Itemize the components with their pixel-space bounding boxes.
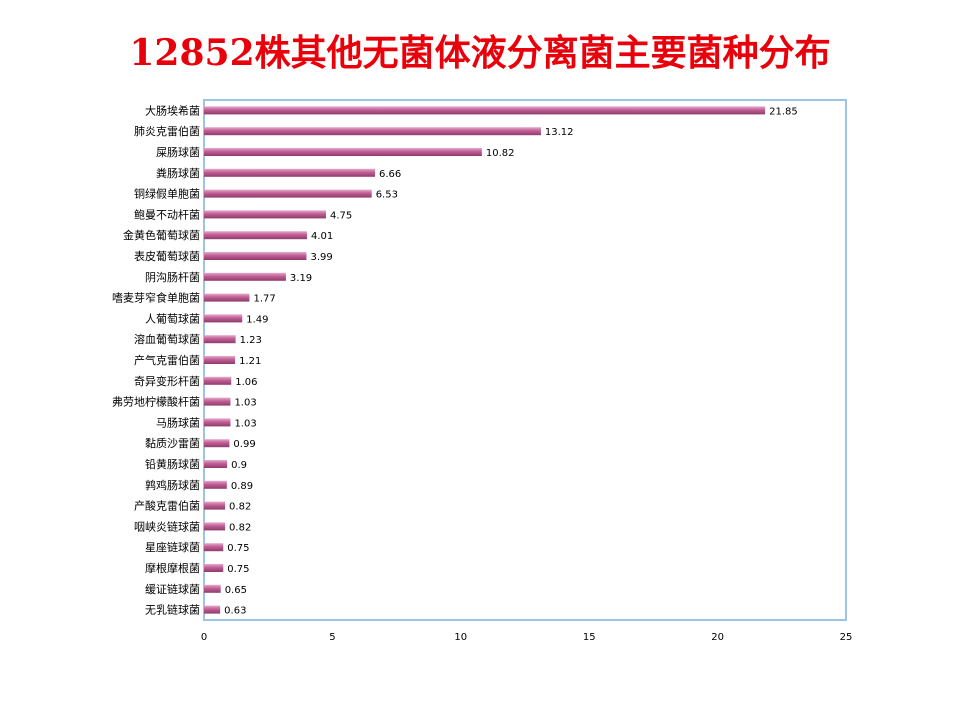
data-label: 1.23 bbox=[240, 335, 262, 346]
bar bbox=[204, 418, 231, 427]
bar bbox=[204, 543, 224, 552]
bar bbox=[204, 356, 236, 364]
bar bbox=[204, 106, 766, 115]
category-label: 产气克雷伯菌 bbox=[134, 353, 200, 367]
category-label: 溶血葡萄球菌 bbox=[134, 332, 200, 346]
bar bbox=[204, 272, 286, 281]
bar bbox=[204, 210, 326, 219]
category-label: 无乳链球菌 bbox=[145, 603, 200, 617]
bar bbox=[204, 439, 230, 448]
category-label: 粪肠球菌 bbox=[156, 166, 200, 180]
category-label: 产酸克雷伯菌 bbox=[134, 499, 200, 513]
bar bbox=[204, 335, 236, 344]
bar bbox=[204, 293, 250, 302]
data-label: 21.85 bbox=[769, 106, 798, 117]
x-tick-label: 5 bbox=[329, 632, 335, 643]
data-label: 0.89 bbox=[231, 481, 253, 492]
bar bbox=[204, 252, 307, 260]
data-label: 4.01 bbox=[311, 231, 333, 242]
category-label: 缓证链球菌 bbox=[145, 582, 200, 596]
category-label: 弗劳地柠檬酸杆菌 bbox=[112, 395, 200, 409]
bar bbox=[204, 397, 231, 406]
data-label: 0.75 bbox=[227, 543, 249, 554]
bar bbox=[204, 460, 228, 468]
data-label: 0.63 bbox=[224, 606, 246, 617]
category-label: 表皮葡萄球菌 bbox=[134, 249, 200, 263]
category-label: 人葡萄球菌 bbox=[145, 311, 200, 325]
category-label: 鹑鸡肠球菌 bbox=[145, 478, 200, 492]
bar bbox=[204, 522, 226, 531]
data-label: 13.12 bbox=[545, 127, 574, 138]
category-label: 屎肠球菌 bbox=[156, 145, 200, 159]
category-label: 黏质沙雷菌 bbox=[145, 436, 200, 450]
bar bbox=[204, 501, 226, 510]
x-tick-label: 25 bbox=[840, 632, 853, 643]
bar bbox=[204, 584, 221, 593]
bar bbox=[204, 168, 376, 177]
data-label: 0.82 bbox=[229, 502, 251, 513]
category-label: 马肠球菌 bbox=[156, 415, 200, 429]
data-label: 0.65 bbox=[225, 585, 247, 596]
x-tick-label: 10 bbox=[454, 632, 467, 643]
category-label: 嗜麦芽窄食单胞菌 bbox=[112, 291, 200, 305]
category-label: 鲍曼不动杆菌 bbox=[134, 207, 200, 221]
bar bbox=[204, 376, 232, 385]
plot-frame bbox=[203, 99, 847, 621]
category-label: 阴沟肠杆菌 bbox=[145, 270, 200, 284]
bar bbox=[204, 314, 243, 323]
x-tick-label: 15 bbox=[583, 632, 596, 643]
bar bbox=[204, 148, 482, 156]
data-label: 6.53 bbox=[376, 190, 398, 201]
data-label: 1.21 bbox=[239, 356, 261, 367]
data-label: 3.99 bbox=[310, 252, 332, 263]
chart-title: 12852株其他无菌体液分离菌主要菌种分布 bbox=[129, 32, 831, 74]
data-label: 3.19 bbox=[290, 273, 312, 284]
x-tick-label: 20 bbox=[711, 632, 724, 643]
data-label: 0.99 bbox=[233, 439, 255, 450]
bar bbox=[204, 127, 541, 136]
data-label: 1.03 bbox=[234, 418, 256, 429]
x-tick-label: 0 bbox=[201, 632, 207, 643]
category-label: 摩根摩根菌 bbox=[145, 561, 200, 575]
category-label: 金黄色葡萄球菌 bbox=[123, 228, 200, 242]
bar bbox=[204, 564, 224, 572]
bar bbox=[204, 480, 227, 489]
category-label: 铅黄肠球菌 bbox=[145, 457, 200, 471]
category-label: 奇异变形杆菌 bbox=[134, 374, 200, 388]
category-label: 肺炎克雷伯菌 bbox=[134, 124, 200, 138]
data-label: 0.82 bbox=[229, 522, 251, 533]
bar bbox=[204, 231, 307, 240]
data-label: 10.82 bbox=[486, 148, 515, 159]
data-label: 1.06 bbox=[235, 377, 257, 388]
category-label: 咽峡炎链球菌 bbox=[134, 519, 200, 533]
data-label: 4.75 bbox=[330, 210, 352, 221]
category-label: 铜绿假单胞菌 bbox=[134, 187, 200, 201]
bar bbox=[204, 189, 372, 198]
data-label: 0.75 bbox=[227, 564, 249, 575]
category-label: 大肠埃希菌 bbox=[145, 103, 200, 117]
data-label: 6.66 bbox=[379, 169, 401, 180]
category-label: 星座链球菌 bbox=[145, 540, 200, 554]
bar bbox=[204, 605, 221, 614]
data-label: 1.03 bbox=[234, 398, 256, 409]
data-label: 1.77 bbox=[253, 294, 275, 305]
data-label: 0.9 bbox=[231, 460, 247, 471]
data-label: 1.49 bbox=[246, 314, 268, 325]
